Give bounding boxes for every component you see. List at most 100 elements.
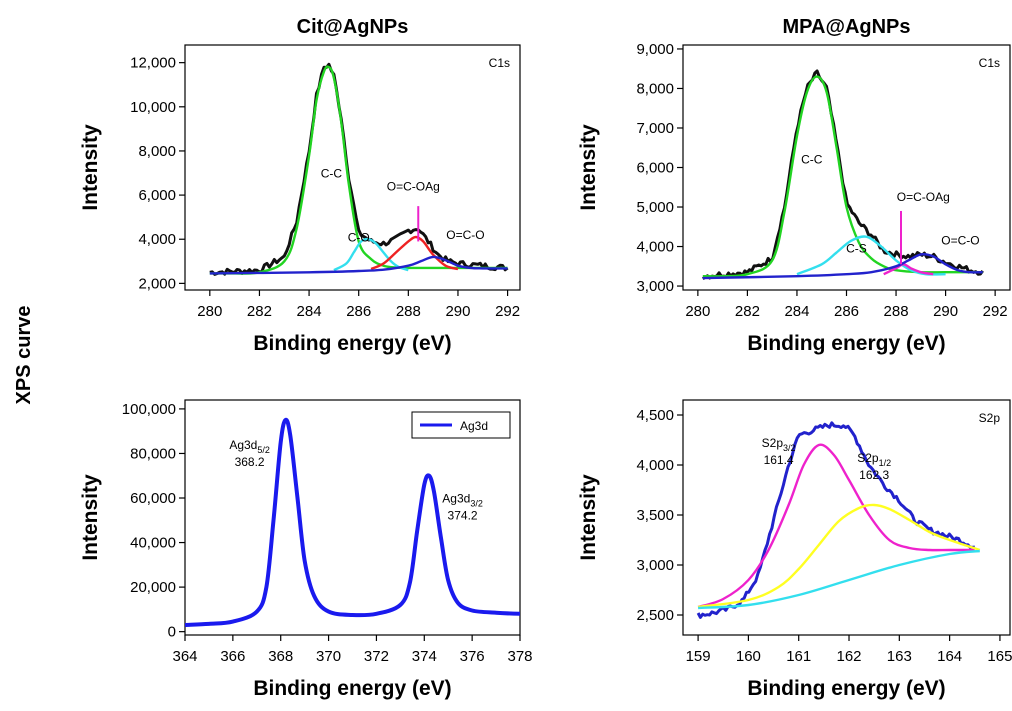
x-tick-label: 292: [495, 303, 520, 320]
y-tick-label: 2,000: [138, 275, 176, 292]
x-tick-label: 378: [507, 648, 532, 665]
plot-frame: [184, 44, 521, 291]
plot-frame: [682, 399, 1011, 636]
x-tick-label: 290: [445, 303, 470, 320]
series-line-green: [209, 65, 508, 275]
legend: Ag3d: [411, 411, 511, 439]
peak-annotation: O=C-O: [446, 228, 484, 242]
peak-position: 368.2: [235, 455, 265, 469]
x-tick-label: 282: [247, 303, 272, 320]
y-tick-label: 4,000: [138, 231, 176, 248]
x-tick-label: 372: [364, 648, 389, 665]
x-tick-label: 288: [396, 303, 421, 320]
series-line-blue: [696, 421, 975, 619]
y-tick-label: 10,000: [130, 99, 176, 116]
x-axis-title: Binding energy (eV): [747, 332, 945, 355]
x-tick-label: 368: [268, 648, 293, 665]
peak-position: 374.2: [448, 508, 478, 522]
x-tick-label: 364: [172, 648, 197, 665]
x-tick-label: 284: [297, 303, 322, 320]
x-tick-label: 280: [685, 303, 710, 320]
x-tick-label: 290: [933, 303, 958, 320]
y-tick-label: 3,500: [636, 507, 674, 524]
x-tick-label: 162: [836, 648, 861, 665]
plot-frame: [184, 399, 521, 636]
peak-annotation: O=C-OAg: [897, 190, 950, 204]
y-axis-title: Intensity: [79, 124, 102, 211]
chart-title: MPA@AgNPs: [782, 16, 910, 38]
x-tick-label: 292: [983, 303, 1008, 320]
peak-annotation: Ag3d5/2: [229, 438, 270, 455]
peak-annotation: S2p3/2: [762, 436, 796, 453]
x-tick-label: 165: [987, 648, 1012, 665]
peak-position: 161.4: [764, 453, 794, 467]
chart-cit-c1s: Cit@AgNPs 280 282 284 286 288 290 292 2,000 4,000…: [79, 16, 521, 355]
series-line-cyan: [698, 549, 980, 610]
x-tick-label: 376: [460, 648, 485, 665]
peak-annotation: C-O: [348, 230, 370, 244]
y-tick-label: 3,000: [636, 278, 674, 295]
x-axis-title: Binding energy (eV): [253, 677, 451, 700]
y-tick-label: 20,000: [130, 579, 176, 596]
chart-title: Cit@AgNPs: [297, 16, 409, 38]
chart-mpa-c1s: MPA@AgNPs 280 282 284 286 288 290 292 3,000 4,000…: [577, 16, 1011, 355]
x-axis-title: Binding energy (eV): [747, 677, 945, 700]
y-tick-label: 2,500: [636, 607, 674, 624]
x-tick-label: 284: [784, 303, 809, 320]
peak-annotation: S2p1/2: [857, 451, 891, 468]
peak-annotation: O=C-O: [941, 234, 979, 248]
x-tick-label: 159: [686, 648, 711, 665]
peak-annotation: C-C: [801, 153, 823, 167]
y-tick-label: 12,000: [130, 55, 176, 72]
y-tick-label: 7,000: [636, 120, 674, 137]
y-tick-label: 100,000: [122, 401, 176, 418]
series-line-cyan: [333, 237, 409, 272]
x-tick-label: 161: [786, 648, 811, 665]
y-tick-label: 4,500: [636, 407, 674, 424]
chart-mpa-s2p: 159 160 161 162 163 164 165 2,500 3,000 3,500 4,00…: [577, 399, 1012, 700]
y-tick-label: 5,000: [636, 199, 674, 216]
y-tick-label: 9,000: [636, 41, 674, 58]
y-tick-label: 3,000: [636, 557, 674, 574]
x-tick-label: 286: [834, 303, 859, 320]
series-line-blue: [209, 255, 508, 275]
chart-cit-ag3d: 364 366 368 370 372 374 376 378 0 20,000 40,000 60,…: [79, 399, 533, 700]
x-tick-label: 374: [412, 648, 437, 665]
y-tick-label: 8,000: [138, 143, 176, 160]
x-tick-label: 366: [220, 648, 245, 665]
series-line-cyan: [796, 235, 946, 276]
series-line-magenta: [883, 263, 934, 276]
x-tick-label: 164: [937, 648, 962, 665]
y-tick-label: 60,000: [130, 490, 176, 507]
x-axis-title: Binding energy (eV): [253, 332, 451, 355]
y-tick-label: 80,000: [130, 445, 176, 462]
y-axis-title: Intensity: [79, 474, 102, 561]
x-tick-label: 282: [735, 303, 760, 320]
y-tick-label: 4,000: [636, 239, 674, 256]
spectrum-label: S2p: [979, 411, 1001, 425]
spectrum-label: C1s: [979, 56, 1000, 70]
x-tick-label: 370: [316, 648, 341, 665]
y-tick-label: 8,000: [636, 80, 674, 97]
y-tick-label: 6,000: [138, 187, 176, 204]
x-tick-label: 163: [887, 648, 912, 665]
series-line-magenta: [697, 443, 975, 609]
peak-annotation: Ag3d3/2: [442, 491, 483, 508]
y-axis-title: Intensity: [577, 474, 600, 561]
y-tick-label: 4,000: [636, 457, 674, 474]
y-tick-label: 0: [168, 624, 176, 641]
peak-position: 162.3: [859, 468, 889, 482]
x-tick-label: 286: [346, 303, 371, 320]
x-tick-label: 160: [736, 648, 761, 665]
spectrum-label: C1s: [489, 56, 510, 70]
peak-annotation: O=C-OAg: [387, 180, 440, 194]
y-axis-title: Intensity: [577, 124, 600, 211]
x-tick-label: 288: [884, 303, 909, 320]
legend-label: Ag3d: [460, 419, 488, 433]
series-line-blue: [702, 253, 983, 280]
side-label: XPS curve: [13, 306, 35, 405]
series-line-ag_blue: [185, 417, 520, 627]
series-line-yellow: [697, 503, 981, 609]
x-tick-label: 280: [197, 303, 222, 320]
